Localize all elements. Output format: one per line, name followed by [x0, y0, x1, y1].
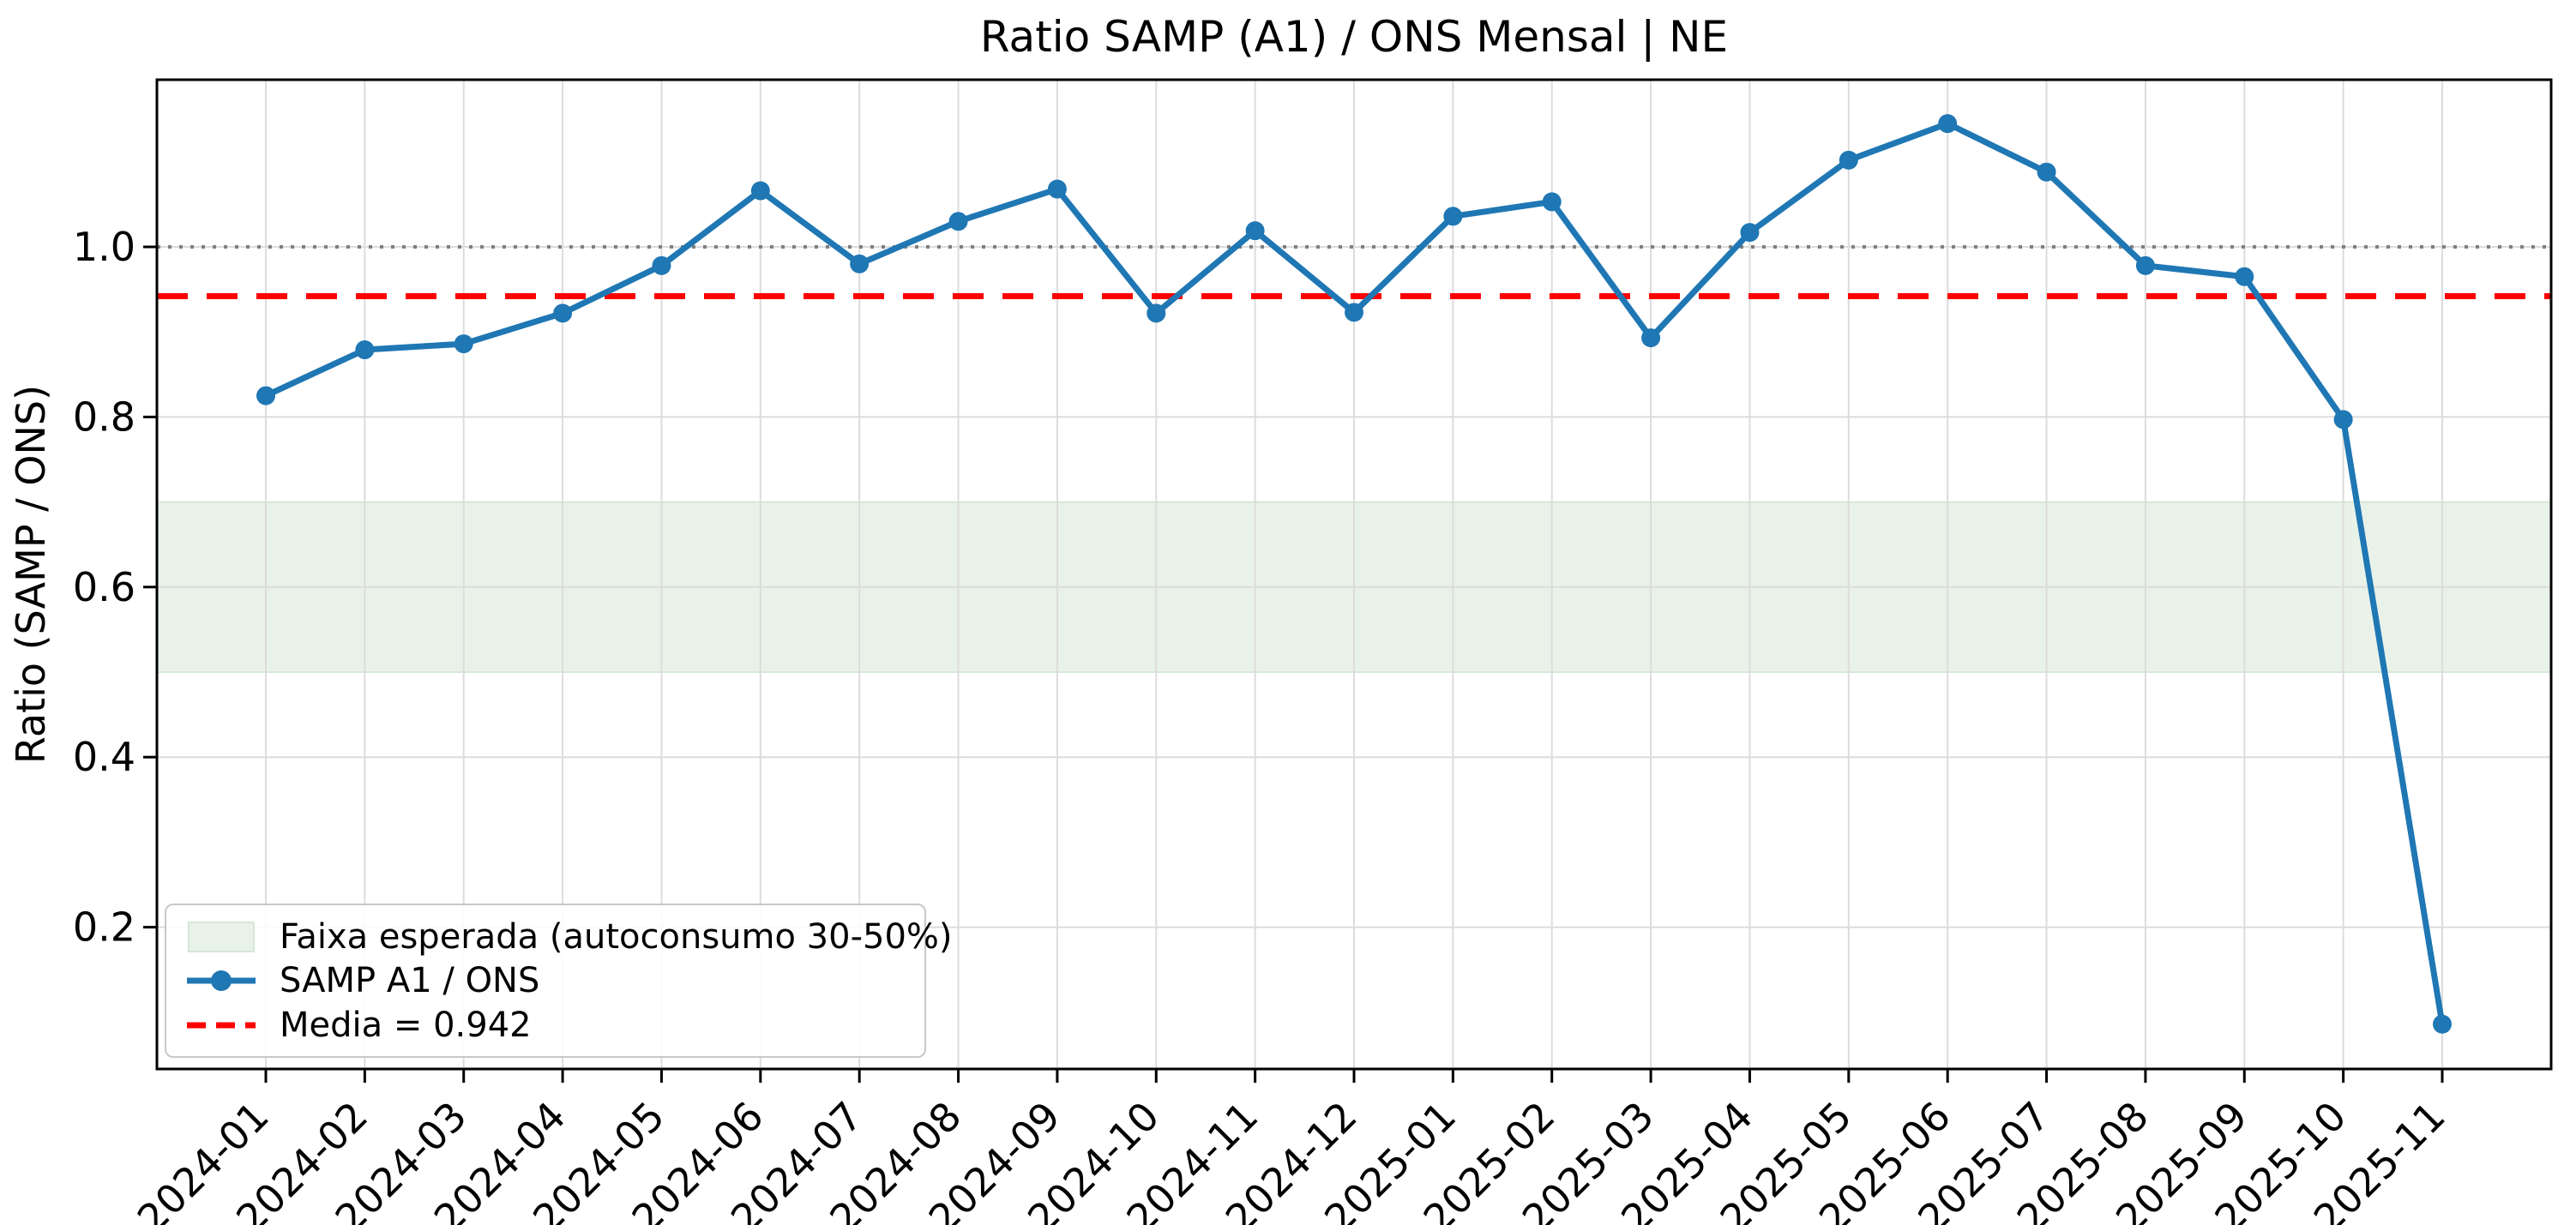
data-point: [2333, 410, 2353, 429]
data-series-layer: [256, 114, 2452, 1034]
chart-title: Ratio SAMP (A1) / ONS Mensal | NE: [980, 12, 1728, 62]
data-point: [1345, 303, 1363, 322]
data-point: [2235, 267, 2254, 286]
expected-band-swatch-icon: [188, 921, 255, 952]
y-axis-label: Ratio (SAMP / ONS): [8, 385, 54, 764]
y-tick-label: 0.8: [73, 393, 135, 440]
data-point: [2433, 1014, 2452, 1034]
data-point: [1938, 114, 1958, 134]
series-line-swatch-icon: [187, 970, 256, 991]
data-point: [1147, 303, 1166, 323]
data-point: [850, 254, 870, 273]
data-point: [553, 303, 573, 323]
y-tick-label: 0.4: [73, 734, 135, 780]
data-point: [454, 334, 473, 354]
data-point: [1542, 192, 1562, 212]
legend-swatch-box: [185, 921, 257, 952]
data-point: [2135, 255, 2155, 275]
data-point: [1839, 150, 1858, 170]
axes-layer: [143, 78, 2553, 1083]
data-point: [355, 340, 375, 360]
data-point: [1047, 179, 1067, 199]
data-point: [948, 212, 968, 231]
legend-label-expected-band: Faixa esperada (autoconsumo 30-50%): [280, 916, 953, 957]
legend-item-mean: Media = 0.942: [185, 1004, 906, 1047]
legend-swatch-box: [185, 1010, 257, 1041]
data-point: [1245, 221, 1265, 241]
data-point: [750, 181, 770, 201]
y-tick-label: 0.6: [73, 564, 135, 610]
y-tick-label: 1.0: [73, 224, 135, 270]
legend-item-expected-band: Faixa esperada (autoconsumo 30-50%): [185, 916, 953, 958]
reference-lines-layer: [157, 245, 2551, 300]
data-point: [256, 386, 275, 405]
data-point: [1443, 207, 1463, 226]
tick-label-layer: 2024-012024-022024-032024-042024-052024-…: [73, 224, 2454, 1225]
y-tick-label: 0.2: [73, 904, 135, 951]
legend: Faixa esperada (autoconsumo 30-50%) SAMP…: [165, 904, 953, 1058]
data-point: [1641, 328, 1661, 348]
legend-label-series: SAMP A1 / ONS: [280, 961, 540, 1000]
data-point: [1740, 223, 1760, 243]
data-point: [652, 255, 671, 275]
mean-dashed-swatch-icon: [187, 1022, 256, 1028]
legend-item-series: SAMP A1 / ONS: [185, 959, 906, 1002]
legend-swatch-box: [185, 965, 257, 996]
legend-label-mean: Media = 0.942: [280, 1005, 532, 1045]
data-point: [2037, 162, 2056, 182]
